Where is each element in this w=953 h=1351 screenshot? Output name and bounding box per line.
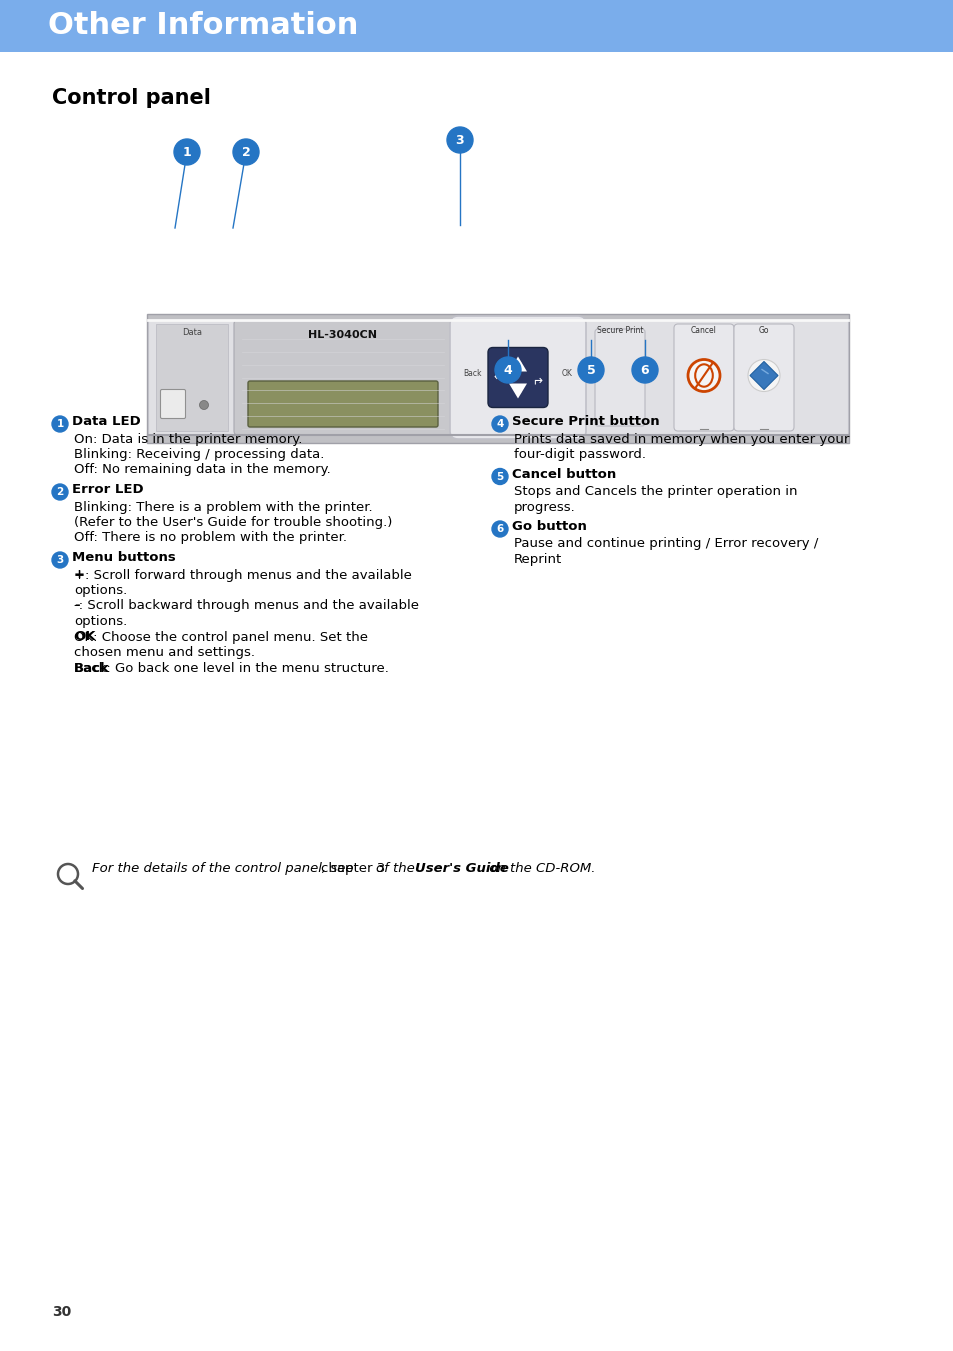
Text: Control panel: Control panel: [52, 88, 211, 108]
Bar: [156, 324, 228, 431]
Text: 2: 2: [241, 146, 250, 158]
Circle shape: [578, 357, 603, 382]
Text: Back: Go back one level in the menu structure.: Back: Go back one level in the menu stru…: [74, 662, 389, 674]
Text: User's Guide: User's Guide: [415, 862, 508, 875]
Text: Menu buttons: Menu buttons: [71, 551, 175, 563]
Text: For the details of the control panel, see: For the details of the control panel, se…: [91, 862, 357, 875]
FancyBboxPatch shape: [450, 316, 585, 439]
Text: progress.: progress.: [514, 500, 576, 513]
Text: OK: OK: [74, 631, 95, 643]
Text: options.: options.: [74, 615, 127, 628]
Text: Off: There is no problem with the printer.: Off: There is no problem with the printe…: [74, 531, 347, 544]
Circle shape: [199, 400, 209, 409]
Text: OK: Choose the control panel menu. Set the: OK: Choose the control panel menu. Set t…: [74, 631, 368, 643]
Text: 1: 1: [182, 146, 192, 158]
Text: ↵: ↵: [494, 372, 504, 384]
Text: ↵: ↵: [531, 372, 541, 384]
Text: Cancel: Cancel: [690, 326, 717, 335]
Bar: [0, 0, 953, 51]
Text: OK: OK: [561, 369, 573, 378]
FancyBboxPatch shape: [233, 320, 452, 435]
FancyBboxPatch shape: [673, 324, 733, 431]
Text: HL-3040CN: HL-3040CN: [308, 330, 377, 340]
Text: +: +: [74, 569, 85, 581]
Text: 4: 4: [503, 363, 512, 377]
Text: chosen menu and settings.: chosen menu and settings.: [74, 646, 254, 659]
Circle shape: [52, 484, 68, 500]
Text: 5: 5: [496, 471, 503, 481]
Text: on the CD-ROM.: on the CD-ROM.: [485, 862, 596, 875]
Circle shape: [492, 416, 507, 432]
Polygon shape: [749, 362, 778, 389]
Circle shape: [495, 357, 520, 382]
Text: Go: Go: [758, 326, 768, 335]
Polygon shape: [509, 357, 526, 372]
Text: 6: 6: [496, 524, 503, 534]
Polygon shape: [509, 384, 526, 399]
Text: Other Information: Other Information: [48, 12, 358, 41]
Text: 4: 4: [496, 419, 503, 430]
Text: +: +: [514, 358, 521, 367]
Text: 3: 3: [456, 134, 464, 146]
Text: 5: 5: [586, 363, 595, 377]
Text: 3: 3: [56, 555, 64, 565]
Text: Blinking: There is a problem with the printer.: Blinking: There is a problem with the pr…: [74, 500, 373, 513]
FancyBboxPatch shape: [160, 389, 185, 419]
Text: -: -: [74, 600, 79, 612]
Text: +: Scroll forward through menus and the available: +: Scroll forward through menus and the …: [74, 569, 412, 581]
Circle shape: [447, 127, 473, 153]
Text: Off: No remaining data in the memory.: Off: No remaining data in the memory.: [74, 463, 331, 477]
FancyBboxPatch shape: [595, 330, 644, 426]
Text: (Refer to the User's Guide for trouble shooting.): (Refer to the User's Guide for trouble s…: [74, 516, 392, 530]
Text: Pause and continue printing / Error recovery /: Pause and continue printing / Error reco…: [514, 538, 818, 550]
FancyBboxPatch shape: [733, 324, 793, 431]
Text: four-digit password.: four-digit password.: [514, 449, 645, 461]
Text: Secure Print button: Secure Print button: [512, 415, 659, 428]
Circle shape: [631, 357, 658, 382]
Text: 30: 30: [52, 1305, 71, 1319]
Text: 2: 2: [56, 486, 64, 497]
Circle shape: [173, 139, 200, 165]
Text: 6: 6: [640, 363, 649, 377]
Text: Data: Data: [182, 328, 202, 336]
Text: Back: Back: [74, 662, 110, 674]
Circle shape: [492, 521, 507, 536]
Circle shape: [747, 359, 780, 392]
FancyBboxPatch shape: [488, 347, 547, 408]
Bar: [148, 320, 847, 435]
Circle shape: [52, 553, 68, 567]
Text: Data LED: Data LED: [71, 415, 141, 428]
Text: options.: options.: [74, 584, 127, 597]
Text: On: Data is in the printer memory.: On: Data is in the printer memory.: [74, 432, 302, 446]
Text: Prints data saved in memory when you enter your: Prints data saved in memory when you ent…: [514, 432, 848, 446]
Bar: [147, 313, 848, 443]
Text: Go button: Go button: [512, 520, 586, 534]
Text: −: −: [514, 388, 521, 397]
FancyBboxPatch shape: [248, 381, 437, 427]
Text: Cancel button: Cancel button: [512, 467, 616, 481]
Text: Back: Back: [462, 369, 481, 378]
Circle shape: [687, 359, 720, 392]
Text: Stops and Cancels the printer operation in: Stops and Cancels the printer operation …: [514, 485, 797, 499]
Text: chapter 3: chapter 3: [320, 862, 389, 875]
Circle shape: [233, 139, 258, 165]
Text: Error LED: Error LED: [71, 484, 144, 496]
Text: of the: of the: [376, 862, 419, 875]
Text: Secure Print: Secure Print: [597, 326, 642, 335]
Circle shape: [52, 416, 68, 432]
Text: Reprint: Reprint: [514, 553, 561, 566]
Text: Blinking: Receiving / processing data.: Blinking: Receiving / processing data.: [74, 449, 324, 461]
Text: 1: 1: [56, 419, 64, 430]
Circle shape: [492, 469, 507, 485]
Text: -: Scroll backward through menus and the available: -: Scroll backward through menus and the…: [74, 600, 418, 612]
